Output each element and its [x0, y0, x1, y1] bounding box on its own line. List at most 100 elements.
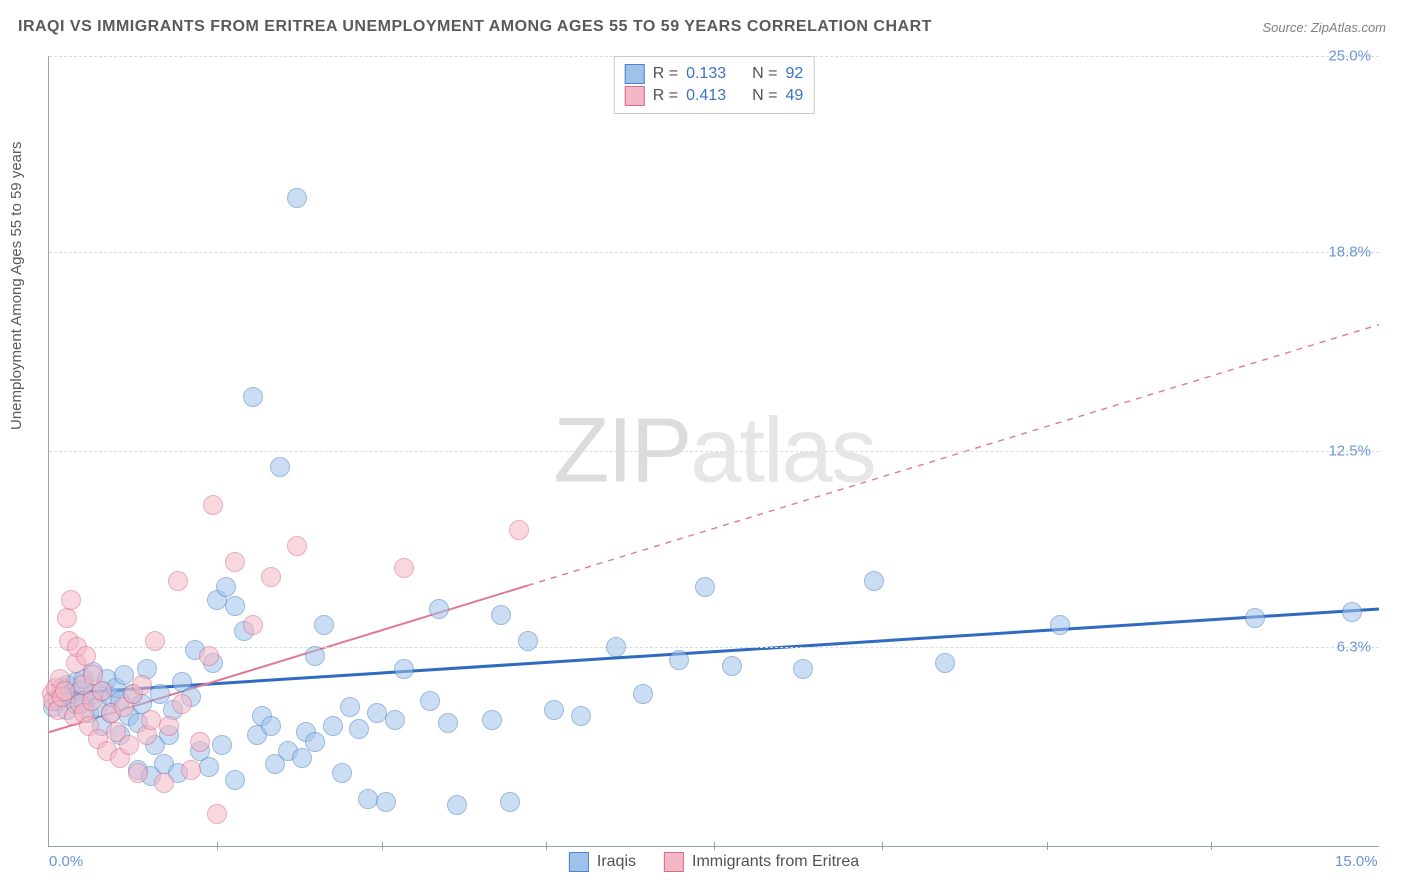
data-point — [292, 748, 312, 768]
legend-swatch — [664, 852, 684, 872]
data-point — [1342, 602, 1362, 622]
x-tick-mark — [882, 842, 883, 850]
data-point — [1245, 608, 1265, 628]
legend-r-value: 0.413 — [686, 87, 726, 105]
data-point — [544, 700, 564, 720]
data-point — [633, 684, 653, 704]
legend-swatch — [569, 852, 589, 872]
data-point — [190, 732, 210, 752]
data-point — [323, 716, 343, 736]
data-point — [349, 719, 369, 739]
y-tick-label: 18.8% — [1311, 243, 1371, 260]
legend-swatch — [625, 64, 645, 84]
data-point — [154, 773, 174, 793]
data-point — [76, 646, 96, 666]
gridline — [49, 252, 1379, 253]
data-point — [287, 188, 307, 208]
data-point — [305, 646, 325, 666]
data-point — [225, 552, 245, 572]
data-point — [695, 577, 715, 597]
data-point — [216, 577, 236, 597]
data-point — [793, 659, 813, 679]
data-point — [243, 387, 263, 407]
data-point — [261, 716, 281, 736]
data-point — [225, 596, 245, 616]
data-point — [394, 558, 414, 578]
x-tick-mark — [714, 842, 715, 850]
legend-row: R =0.133N =92 — [625, 63, 804, 85]
data-point — [376, 792, 396, 812]
legend-r-prefix: R = — [653, 65, 678, 83]
data-point — [172, 694, 192, 714]
data-point — [420, 691, 440, 711]
data-point — [571, 706, 591, 726]
series-legend: Iraqis Immigrants from Eritrea — [569, 852, 859, 872]
x-tick-mark — [1211, 842, 1212, 850]
data-point — [243, 615, 263, 635]
y-axis-label: Unemployment Among Ages 55 to 59 years — [8, 141, 25, 430]
x-tick-mark — [546, 842, 547, 850]
data-point — [669, 650, 689, 670]
legend-n-prefix: N = — [752, 65, 777, 83]
data-point — [92, 681, 112, 701]
data-point — [199, 646, 219, 666]
data-point — [491, 605, 511, 625]
x-tick-mark — [382, 842, 383, 850]
data-point — [340, 697, 360, 717]
data-point — [168, 571, 188, 591]
chart-title: IRAQI VS IMMIGRANTS FROM ERITREA UNEMPLO… — [18, 18, 932, 36]
data-point — [722, 656, 742, 676]
data-point — [305, 732, 325, 752]
data-point — [212, 735, 232, 755]
y-tick-label: 25.0% — [1311, 48, 1371, 65]
data-point — [447, 795, 467, 815]
data-point — [203, 495, 223, 515]
data-point — [207, 804, 227, 824]
data-point — [181, 760, 201, 780]
data-point — [57, 608, 77, 628]
legend-swatch — [625, 86, 645, 106]
data-point — [935, 653, 955, 673]
data-point — [438, 713, 458, 733]
series-legend-label: Immigrants from Eritrea — [692, 853, 859, 871]
legend-n-prefix: N = — [752, 87, 777, 105]
data-point — [314, 615, 334, 635]
data-point — [199, 757, 219, 777]
data-point — [429, 599, 449, 619]
plot-area: ZIPatlas R =0.133N =92R =0.413N =49 Iraq… — [48, 56, 1379, 847]
data-point — [261, 567, 281, 587]
series-legend-item: Immigrants from Eritrea — [664, 852, 859, 872]
data-point — [385, 710, 405, 730]
data-point — [61, 590, 81, 610]
data-point — [500, 792, 520, 812]
data-point — [145, 631, 165, 651]
data-point — [225, 770, 245, 790]
x-tick-mark — [1047, 842, 1048, 850]
data-point — [1050, 615, 1070, 635]
data-point — [482, 710, 502, 730]
correlation-legend: R =0.133N =92R =0.413N =49 — [614, 56, 815, 114]
legend-n-value: 92 — [785, 65, 803, 83]
legend-r-prefix: R = — [653, 87, 678, 105]
x-tick-mark — [217, 842, 218, 850]
data-point — [119, 735, 139, 755]
data-point — [132, 675, 152, 695]
trend-line-extrapolated — [528, 325, 1379, 586]
data-point — [864, 571, 884, 591]
legend-n-value: 49 — [785, 87, 803, 105]
data-point — [509, 520, 529, 540]
data-point — [394, 659, 414, 679]
gridline — [49, 647, 1379, 648]
x-tick-label: 15.0% — [1335, 853, 1378, 870]
data-point — [518, 631, 538, 651]
series-legend-label: Iraqis — [597, 853, 636, 871]
y-tick-label: 12.5% — [1311, 443, 1371, 460]
series-legend-item: Iraqis — [569, 852, 636, 872]
data-point — [332, 763, 352, 783]
data-point — [270, 457, 290, 477]
data-point — [159, 716, 179, 736]
x-tick-label: 0.0% — [49, 853, 83, 870]
data-point — [128, 763, 148, 783]
gridline — [49, 451, 1379, 452]
y-tick-label: 6.3% — [1311, 638, 1371, 655]
